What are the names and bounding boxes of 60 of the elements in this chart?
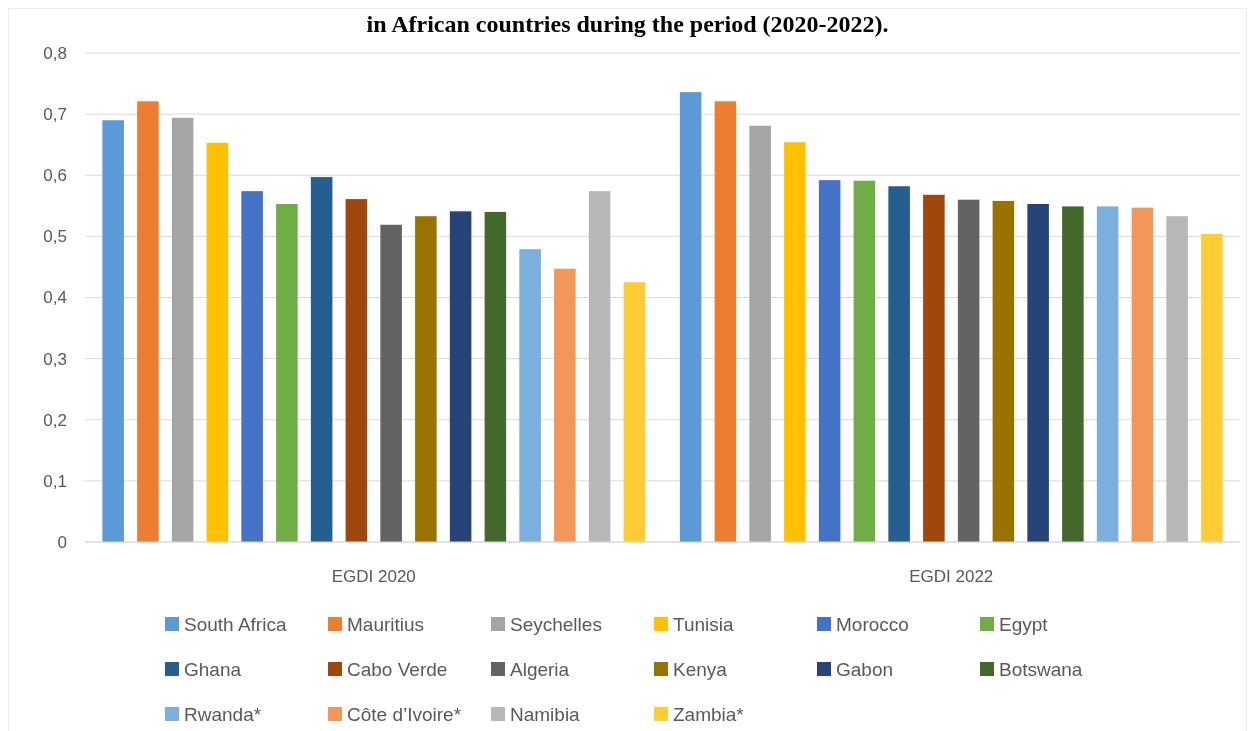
bar	[171, 117, 194, 542]
bar	[519, 249, 541, 542]
y-tick-label: 0,2	[43, 410, 67, 430]
bar	[1096, 206, 1119, 542]
y-tick-label: 0,3	[43, 349, 67, 369]
bar	[310, 177, 333, 542]
bar	[714, 101, 737, 542]
y-tick-label: 0,5	[43, 227, 67, 247]
bar	[888, 186, 910, 542]
bar	[137, 101, 159, 542]
legend-label: Rwanda*	[184, 703, 262, 725]
legend-label: Mauritius	[347, 613, 425, 635]
legend-label: South Africa	[184, 613, 287, 635]
bar	[484, 211, 507, 542]
bar	[102, 120, 124, 542]
bar	[241, 191, 263, 542]
bar	[1166, 216, 1188, 542]
bar	[345, 199, 368, 542]
legend-label: Kenya	[673, 658, 728, 680]
x-tick-label: EGDI 2020	[331, 567, 416, 586]
x-tick-label: EGDI 2022	[909, 567, 994, 586]
bar	[554, 268, 576, 542]
bar	[1027, 203, 1049, 542]
legend-label: Algeria	[510, 658, 570, 680]
legend-label: Botswana	[999, 658, 1083, 680]
legend-label: Morocco	[836, 613, 909, 635]
bar	[206, 142, 229, 542]
bar	[1131, 207, 1154, 542]
y-tick-label: 0,6	[43, 166, 67, 186]
legend-label: Tunisia	[673, 613, 734, 635]
legend-label: Gabon	[836, 658, 894, 680]
legend-label: Seychelles	[510, 613, 602, 635]
y-tick-label: 0,4	[43, 288, 67, 308]
legend-label: Zambia*	[673, 703, 745, 725]
legend-label: Côte d’Ivoire*	[347, 703, 462, 725]
legend-label: Namibia	[510, 703, 581, 725]
bar	[588, 191, 611, 542]
bar	[276, 203, 298, 542]
bar	[749, 125, 771, 542]
bar	[818, 180, 841, 542]
bar	[923, 194, 945, 542]
bar	[449, 211, 472, 542]
y-tick-label: 0,8	[43, 43, 67, 63]
bar	[415, 216, 437, 542]
bar	[957, 199, 980, 542]
bar	[992, 200, 1015, 542]
bar	[853, 180, 876, 542]
legend-label: Cabo Verde	[347, 658, 448, 680]
bar	[1201, 233, 1223, 542]
y-tick-label: 0	[57, 532, 67, 552]
legend-label: Ghana	[184, 658, 242, 680]
legend-label: Egypt	[999, 613, 1049, 635]
chart-title: in African countries during the period (2020-2022).	[366, 11, 889, 37]
bar	[623, 282, 646, 542]
bar	[1062, 206, 1084, 542]
bar	[679, 92, 702, 542]
bar	[784, 142, 806, 542]
y-tick-label: 0,7	[43, 105, 67, 125]
y-tick-label: 0,1	[43, 471, 67, 491]
bar	[380, 224, 402, 542]
